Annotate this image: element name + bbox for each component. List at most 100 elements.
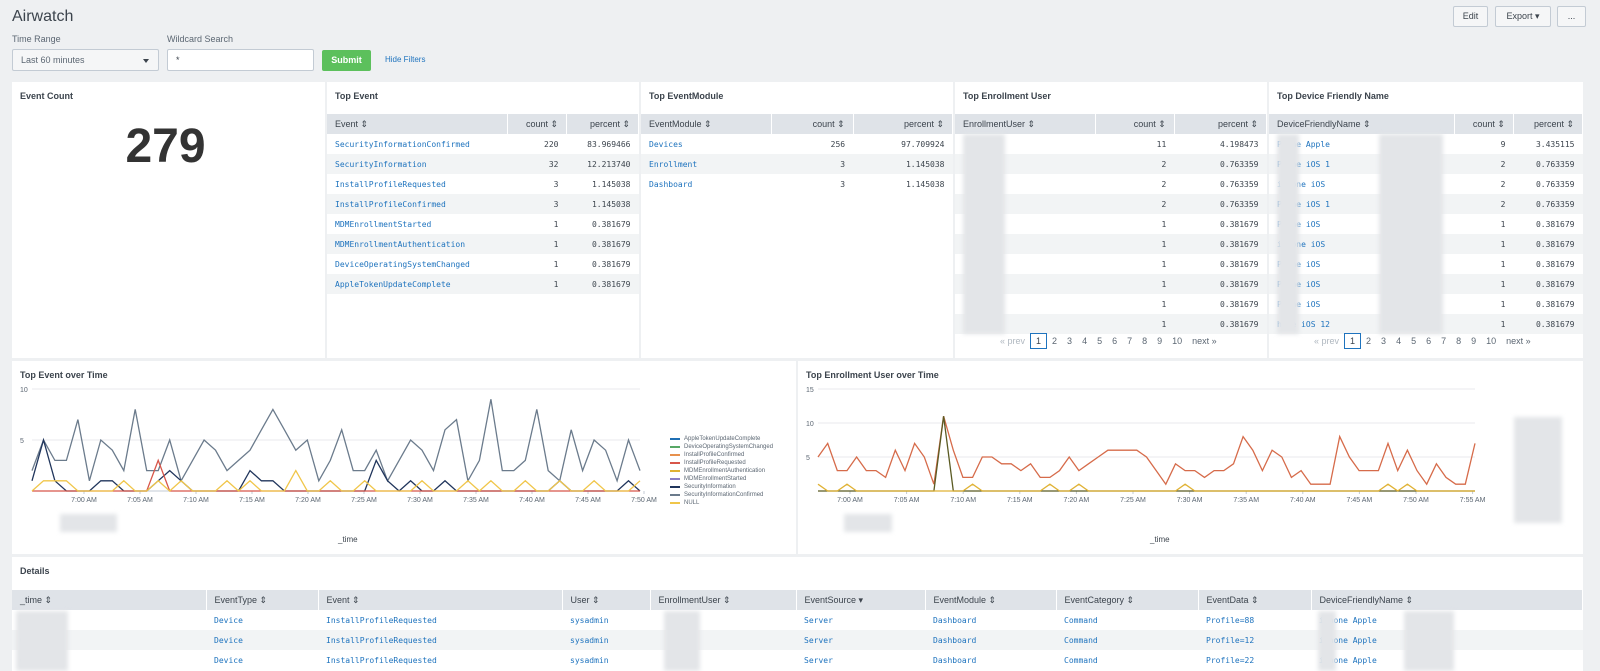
page-link[interactable]: 2: [1366, 336, 1372, 346]
table-cell[interactable]: Enrollment: [641, 154, 771, 174]
submit-button[interactable]: Submit: [322, 50, 371, 71]
column-header[interactable]: count ⇕: [1454, 114, 1514, 134]
table-cell[interactable]: Command: [1064, 615, 1098, 625]
table-row[interactable]: AppleTokenUpdateComplete 1 0.381679: [327, 274, 639, 294]
table-row[interactable]: 1 0.381679: [955, 254, 1267, 274]
column-header[interactable]: Event ⇕: [318, 590, 563, 610]
table-row[interactable]: 07:07:22DeviceInstallProfileRequestedsys…: [12, 650, 1583, 670]
page-link[interactable]: 9: [1471, 336, 1477, 346]
table-cell[interactable]: iPhone iOS: [1277, 179, 1326, 189]
column-header[interactable]: DeviceFriendlyName ⇕: [1311, 590, 1583, 610]
table-cell[interactable]: MDMEnrollmentStarted: [335, 219, 432, 229]
column-header[interactable]: count ⇕: [507, 114, 567, 134]
page-link[interactable]: 4: [1082, 336, 1088, 346]
table-row[interactable]: 07:07:22DeviceInstallProfileRequestedsys…: [12, 630, 1583, 650]
page-link[interactable]: 9: [1157, 336, 1163, 346]
column-header[interactable]: EventSource ▾: [796, 590, 926, 610]
table-row[interactable]: 2 0.763359: [955, 174, 1267, 194]
table-row[interactable]: MDMEnrollmentAuthentication 1 0.381679: [327, 234, 639, 254]
column-header[interactable]: EventData ⇕: [1198, 590, 1312, 610]
column-header[interactable]: DeviceFriendlyName ⇕: [1269, 114, 1455, 134]
hide-filters-link[interactable]: Hide Filters: [385, 55, 426, 64]
column-header[interactable]: _time ⇕: [12, 590, 207, 610]
series-line[interactable]: [817, 483, 1475, 492]
legend-item[interactable]: AppleTokenUpdateComplete: [670, 435, 773, 443]
column-header[interactable]: Event ⇕: [327, 114, 508, 134]
table-cell[interactable]: Profile=22: [1206, 655, 1255, 665]
export-button[interactable]: Export ▾: [1495, 6, 1551, 27]
column-header[interactable]: User ⇕: [562, 590, 651, 610]
column-header[interactable]: EnrollmentUser ⇕: [650, 590, 797, 610]
page-link[interactable]: 5: [1097, 336, 1103, 346]
table-cell[interactable]: Server: [804, 655, 833, 665]
table-cell[interactable]: sysadmin: [570, 615, 609, 625]
table-cell[interactable]: Server: [796, 630, 925, 650]
series-line[interactable]: [817, 416, 1476, 486]
table-row[interactable]: InstallProfileRequested 3 1.145038: [327, 174, 639, 194]
legend-item[interactable]: MDMEnrollmentAuthentication: [670, 467, 773, 475]
page-link[interactable]: 7: [1441, 336, 1447, 346]
prev-page-link[interactable]: « prev: [1000, 336, 1026, 346]
table-cell[interactable]: MDMEnrollmentAuthentication: [327, 234, 507, 254]
column-header[interactable]: EventModule ⇕: [641, 114, 772, 134]
series-line[interactable]: [818, 416, 1475, 492]
legend-item[interactable]: InstallProfileConfirmed: [670, 451, 773, 459]
table-cell[interactable]: InstallProfileRequested: [326, 655, 437, 665]
page-link[interactable]: 2: [1052, 336, 1058, 346]
page-link[interactable]: 7: [1127, 336, 1133, 346]
next-page-link[interactable]: next »: [1506, 336, 1531, 346]
table-cell[interactable]: sysadmin: [562, 630, 650, 650]
table-row[interactable]: InstallProfileConfirmed 3 1.145038: [327, 194, 639, 214]
table-cell[interactable]: InstallProfileRequested: [318, 630, 562, 650]
column-header[interactable]: count ⇕: [1095, 114, 1175, 134]
table-cell[interactable]: Phone Apple: [1277, 139, 1330, 149]
table-cell[interactable]: Dashboard: [649, 179, 693, 189]
table-row[interactable]: Devices 256 97.709924: [641, 134, 953, 154]
page-link[interactable]: 10: [1486, 336, 1497, 346]
column-header[interactable]: percent ⇕: [1174, 114, 1268, 134]
table-cell[interactable]: SecurityInformationConfirmed: [335, 139, 470, 149]
table-cell[interactable]: AppleTokenUpdateComplete: [327, 274, 507, 294]
table-row[interactable]: Enrollment 3 1.145038: [641, 154, 953, 174]
series-line[interactable]: [31, 437, 641, 492]
table-row[interactable]: Phone Apple 9 3.435115: [1269, 134, 1583, 154]
column-header[interactable]: EventModule ⇕: [925, 590, 1057, 610]
table-row[interactable]: MDMEnrollmentStarted 1 0.381679: [327, 214, 639, 234]
next-page-link[interactable]: next »: [1192, 336, 1217, 346]
page-link[interactable]: 1: [1344, 333, 1362, 349]
column-header[interactable]: count ⇕: [771, 114, 854, 134]
table-cell[interactable]: DeviceOperatingSystemChanged: [335, 259, 470, 269]
table-cell[interactable]: SecurityInformation: [327, 154, 507, 174]
page-link[interactable]: 4: [1396, 336, 1402, 346]
edit-button[interactable]: Edit: [1453, 6, 1488, 27]
table-row[interactable]: DeviceOperatingSystemChanged 1 0.381679: [327, 254, 639, 274]
page-link[interactable]: 3: [1067, 336, 1073, 346]
table-row[interactable]: 07:07:24DeviceInstallProfileRequestedsys…: [12, 610, 1583, 630]
table-cell[interactable]: Device: [206, 630, 318, 650]
page-link[interactable]: 3: [1381, 336, 1387, 346]
table-cell[interactable]: Profile=88: [1206, 615, 1255, 625]
legend-item[interactable]: InstallProfileRequested: [670, 459, 773, 467]
page-link[interactable]: 6: [1426, 336, 1432, 346]
column-header[interactable]: percent ⇕: [566, 114, 639, 134]
table-row[interactable]: SecurityInformationConfirmed 220 83.969466: [327, 134, 639, 154]
table-row[interactable]: 1 0.381679: [955, 214, 1267, 234]
page-link[interactable]: 10: [1172, 336, 1183, 346]
table-cell[interactable]: Devices: [649, 139, 683, 149]
table-cell[interactable]: Profile=12: [1198, 630, 1311, 650]
table-cell[interactable]: iPhone Apple: [1319, 655, 1377, 665]
table-cell[interactable]: InstallProfileRequested: [335, 179, 446, 189]
column-header[interactable]: EnrollmentUser ⇕: [955, 114, 1096, 134]
legend-item[interactable]: SecurityInformationConfirmed: [670, 491, 773, 499]
column-header[interactable]: percent ⇕: [1513, 114, 1584, 134]
table-cell[interactable]: iPhone Apple: [1319, 615, 1377, 625]
table-cell[interactable]: InstallProfileConfirmed: [327, 194, 507, 214]
table-cell[interactable]: Device: [214, 655, 243, 665]
page-link[interactable]: 6: [1112, 336, 1118, 346]
more-button[interactable]: ...: [1557, 6, 1586, 27]
wildcard-search-input[interactable]: *: [167, 49, 314, 71]
page-link[interactable]: 8: [1456, 336, 1462, 346]
table-cell[interactable]: Command: [1056, 630, 1198, 650]
page-link[interactable]: 8: [1142, 336, 1148, 346]
table-cell[interactable]: InstallProfileRequested: [326, 615, 437, 625]
